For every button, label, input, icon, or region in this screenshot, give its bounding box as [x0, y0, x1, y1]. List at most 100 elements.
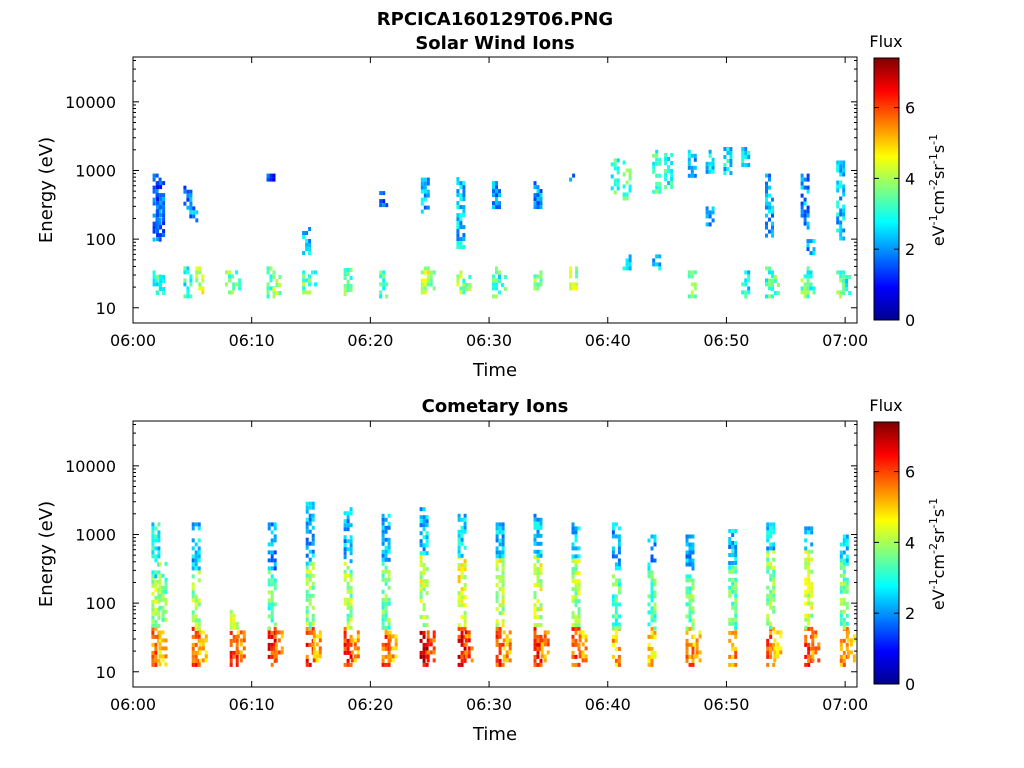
spectrogram-cell	[839, 658, 843, 663]
spectrogram-cell	[747, 155, 751, 159]
spectrogram-cell	[842, 228, 846, 233]
spectrogram-cell	[728, 589, 732, 594]
spectrogram-cell	[839, 212, 843, 217]
spectrogram-cell	[769, 605, 773, 610]
spectrogram-cell	[731, 553, 735, 557]
spectrogram-cell	[804, 538, 808, 543]
spectrogram-cell	[308, 625, 312, 630]
spectrogram-cell	[836, 184, 840, 189]
spectrogram-cell	[457, 638, 461, 643]
spectrogram-cell	[685, 594, 689, 599]
spectrogram-cell	[575, 270, 579, 275]
spectrogram-cell	[162, 205, 166, 210]
spectrogram-cell	[685, 554, 689, 559]
spectrogram-cell	[614, 618, 618, 623]
spectrogram-cell	[236, 630, 240, 635]
spectrogram-cell	[201, 658, 205, 663]
spectrogram-cell	[318, 650, 322, 655]
spectrogram-cell	[613, 162, 617, 167]
spectrogram-cell	[769, 634, 773, 639]
spectrogram-cell	[238, 278, 242, 283]
spectrogram-cell	[613, 190, 617, 195]
spectrogram-cell	[539, 189, 543, 194]
spectrogram-cell	[157, 530, 161, 535]
spectrogram-cell	[744, 282, 748, 287]
spectrogram-cell	[191, 574, 195, 579]
spectrogram-cell	[158, 237, 162, 242]
spectrogram-cell	[650, 614, 654, 619]
spectrogram-cell	[191, 658, 195, 663]
spectrogram-cell	[658, 262, 662, 267]
spectrogram-cell	[305, 597, 309, 602]
spectrogram-cell	[647, 538, 651, 543]
spectrogram-cell	[695, 654, 699, 659]
spectrogram-cell	[460, 517, 464, 522]
spectrogram-cell	[501, 571, 505, 576]
spectrogram-cell	[806, 225, 810, 230]
spectrogram-cell	[653, 534, 657, 539]
spectrogram-cell	[467, 646, 471, 651]
spectrogram-cell	[772, 589, 776, 594]
spectrogram-cell	[617, 590, 621, 595]
spectrogram-cell	[422, 535, 426, 540]
spectrogram-cell	[688, 574, 692, 579]
spectrogram-cell	[426, 650, 430, 655]
spectrogram-cell	[845, 287, 849, 291]
spectrogram-cell	[384, 545, 388, 550]
spectrogram-cell	[691, 566, 695, 571]
spectrogram-cell	[467, 654, 471, 659]
spectrogram-cell	[769, 597, 773, 602]
spectrogram-cell	[456, 217, 460, 222]
spectrogram-cell	[501, 526, 505, 531]
spectrogram-cell	[693, 165, 697, 170]
spectrogram-cell	[394, 654, 398, 659]
spectrogram-cell	[652, 262, 656, 267]
spectrogram-cell	[617, 622, 621, 627]
spectrogram-cell	[773, 654, 777, 659]
spectrogram-cell	[614, 566, 618, 571]
spectrogram-cell	[766, 538, 770, 543]
spectrogram-cell	[384, 605, 388, 610]
spectrogram-cell	[809, 251, 813, 256]
spectrogram-cell	[158, 561, 162, 566]
spectrogram-cell	[502, 658, 506, 663]
spectrogram-cell	[574, 530, 578, 535]
spectrogram-cell	[422, 603, 426, 608]
spectrogram-cell	[195, 270, 199, 275]
spectrogram-cell	[610, 186, 614, 191]
spectrogram-cell	[225, 270, 228, 275]
spectrogram-cell	[154, 595, 158, 600]
spectrogram-cell	[460, 541, 464, 546]
spectrogram-cell	[228, 270, 231, 275]
spectrogram-cell	[650, 654, 654, 659]
spectrogram-cell	[539, 563, 543, 568]
spectrogram-cell	[343, 551, 347, 556]
spectrogram-cell	[155, 282, 159, 287]
spectrogram-cell	[346, 642, 350, 647]
spectrogram-cell	[273, 550, 277, 555]
spectrogram-cell	[463, 587, 467, 592]
spectrogram-cell	[422, 583, 426, 588]
spectrogram-cell	[387, 577, 391, 582]
spectrogram-cell	[708, 161, 712, 166]
spectrogram-cell	[543, 654, 547, 659]
spectrogram-cell	[457, 599, 461, 604]
spectrogram-cell	[806, 282, 810, 287]
spectrogram-cell	[533, 517, 537, 522]
spectrogram-cell	[432, 630, 436, 635]
spectrogram-cell	[152, 189, 156, 194]
spectrogram-cell	[387, 521, 391, 526]
spectrogram-cell	[685, 642, 689, 647]
spectrogram-cell	[308, 243, 312, 247]
spectrogram-cell	[460, 595, 464, 600]
spectrogram-cell	[734, 630, 738, 635]
spectrogram-cell	[426, 274, 430, 279]
spectrogram-cell	[711, 218, 715, 223]
spectrogram-cell	[728, 569, 732, 574]
spectrogram-cell	[581, 630, 585, 635]
spectrogram-cell	[151, 583, 155, 588]
spectrogram-cell	[318, 638, 322, 643]
spectrogram-cell	[495, 181, 498, 186]
spectrogram-cell	[432, 638, 436, 643]
spectrogram-cell	[670, 153, 674, 157]
